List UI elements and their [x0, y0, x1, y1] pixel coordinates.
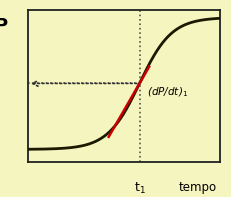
Text: (dP/dt)$_1$: (dP/dt)$_1$ [147, 86, 188, 99]
Text: tempo: tempo [177, 181, 216, 194]
Text: P: P [0, 18, 7, 35]
Text: t$_1$: t$_1$ [133, 181, 145, 196]
